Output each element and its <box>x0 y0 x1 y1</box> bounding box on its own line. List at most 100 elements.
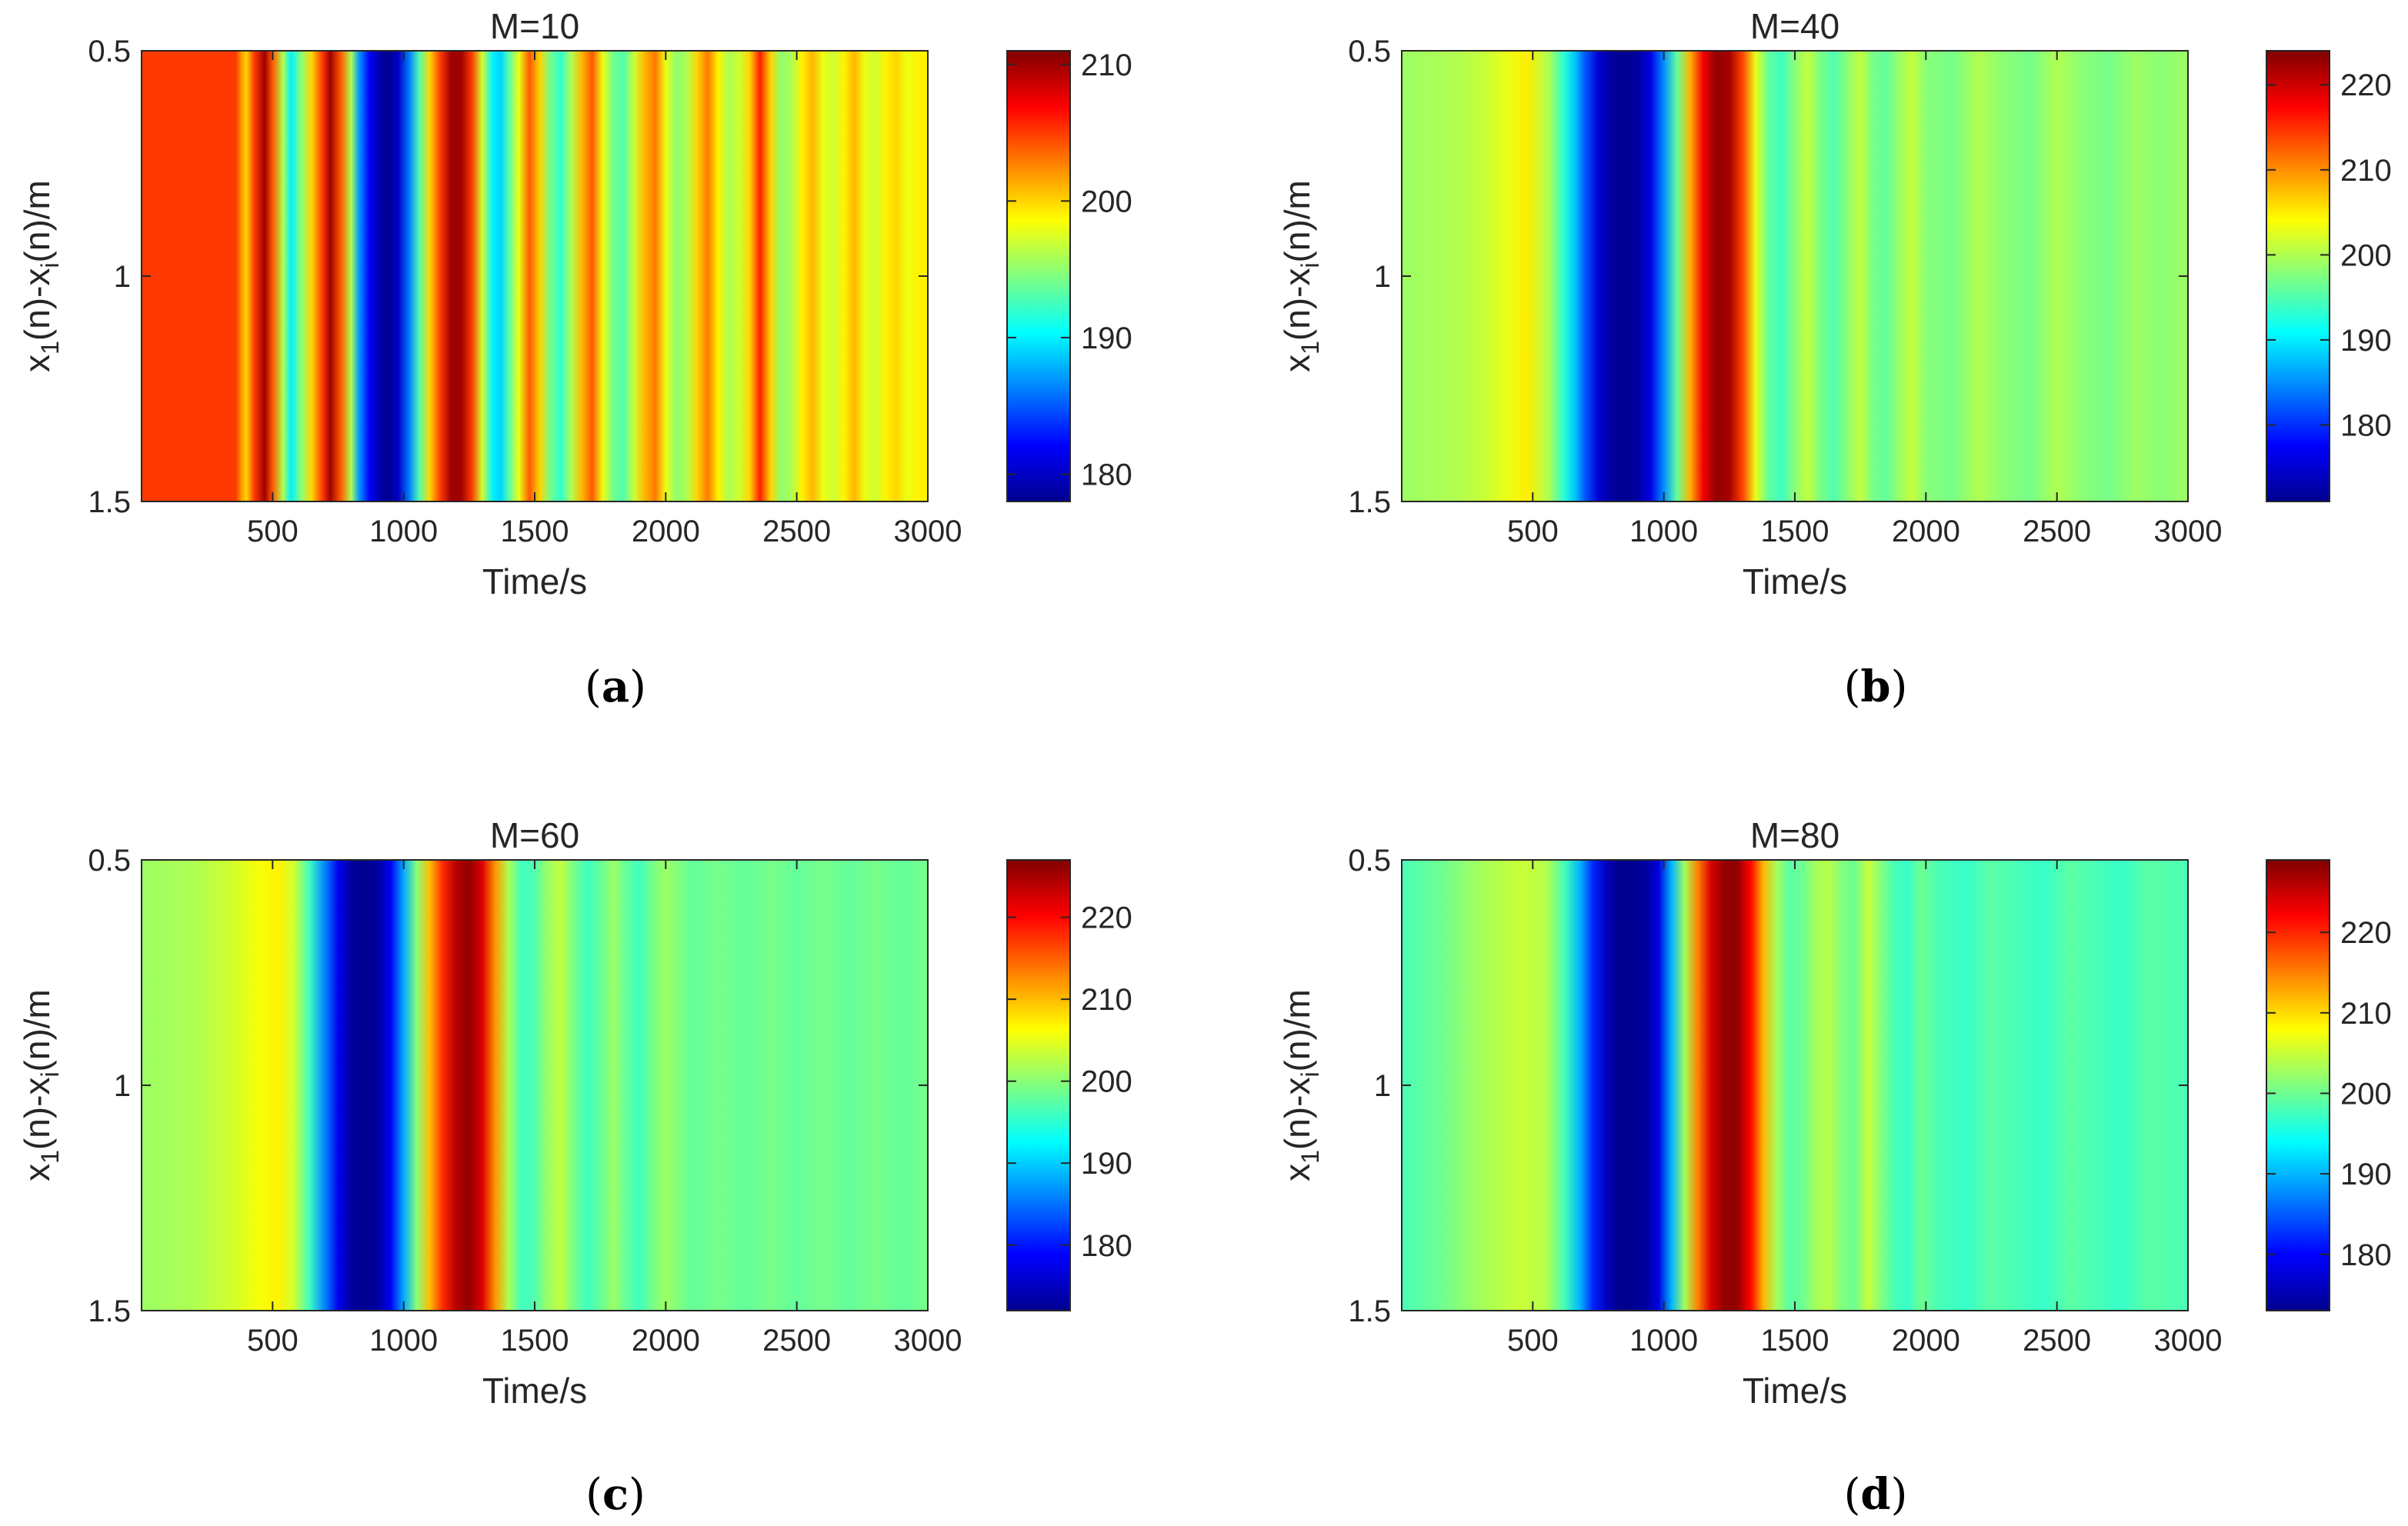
y-axis-label: x1(n)-xi(n)/m <box>1277 989 1324 1181</box>
y-axis-label-part: (n)/m <box>17 180 57 262</box>
y-tick-label: 1.5 <box>1348 485 1391 519</box>
colorbar-tick-label: 210 <box>2340 997 2392 1031</box>
y-tick-label: 1 <box>114 1069 131 1103</box>
y-axis-label-part: (n)-x <box>17 268 57 342</box>
x-axis-label: Time/s <box>1743 1371 1847 1411</box>
x-tick-label: 3000 <box>2154 515 2223 548</box>
y-tick-label: 0.5 <box>1348 35 1391 68</box>
y-axis-label-subscript: 1 <box>1296 1150 1324 1164</box>
y-axis-label-subscript: 1 <box>1296 341 1324 355</box>
heatmap-field <box>142 860 928 1311</box>
x-tick-label: 2000 <box>632 1324 700 1358</box>
y-axis-label-part: (n)-x <box>17 1078 57 1151</box>
x-tick-label: 2500 <box>2023 1324 2091 1358</box>
panel-caption-paren: ( <box>585 662 602 712</box>
chart-panel: 500 1000 1500 2000 2500 3000 0.5 1 1.5 M=40 Time/s… <box>1277 6 2392 712</box>
colorbar-tick-label: 200 <box>1081 1065 1132 1099</box>
y-tick-label: 0.5 <box>88 35 131 68</box>
x-axis-label: Time/s <box>482 561 587 601</box>
panel-caption-paren: ) <box>1891 662 1908 712</box>
panel-caption: (c) <box>585 1469 645 1520</box>
panel-caption-paren: ( <box>585 1470 602 1520</box>
colorbar-tick-label: 210 <box>2340 154 2392 188</box>
y-axis-label-subscript: 1 <box>36 341 64 355</box>
x-tick-label: 3000 <box>894 515 962 548</box>
panel-caption: (a) <box>585 661 646 712</box>
x-tick-label: 3000 <box>2154 1324 2223 1358</box>
colorbar-frame <box>2266 859 2330 1311</box>
y-tick-label: 1 <box>114 260 131 294</box>
colorbar-tick-label: 220 <box>2340 68 2392 102</box>
x-tick-label: 1000 <box>369 515 438 548</box>
colorbar-tick-label: 190 <box>2340 324 2392 358</box>
colorbar-tick-label: 200 <box>2340 1077 2392 1111</box>
panel-caption-letter: c <box>602 1469 629 1520</box>
colorbar <box>1007 51 1070 501</box>
panel-caption-paren: ) <box>629 1470 645 1520</box>
y-axis-label-part: x <box>1277 1164 1317 1181</box>
x-tick-label: 1500 <box>1761 515 1829 548</box>
x-tick-label: 1500 <box>1761 1324 1829 1358</box>
y-axis-label: x1(n)-xi(n)/m <box>1277 180 1324 372</box>
chart-title: M=10 <box>490 6 579 46</box>
colorbar <box>1007 860 1070 1311</box>
x-tick-label: 1000 <box>1629 1324 1698 1358</box>
y-axis-label-subscript: 1 <box>36 1150 64 1164</box>
y-tick-label: 1.5 <box>1348 1294 1391 1328</box>
x-tick-label: 1500 <box>501 515 569 548</box>
colorbar-tick-label: 190 <box>1081 322 1132 355</box>
panel-caption-paren: ( <box>1844 1470 1861 1520</box>
x-axis-label: Time/s <box>1743 561 1847 601</box>
y-axis-label: x1(n)-xi(n)/m <box>17 180 64 372</box>
y-axis-label: x1(n)-xi(n)/m <box>17 989 64 1181</box>
colorbar-tick-label: 180 <box>2340 1238 2392 1272</box>
colorbar-tick-label: 220 <box>1081 901 1132 935</box>
x-tick-label: 1000 <box>1629 515 1698 548</box>
x-tick-label: 500 <box>1507 1324 1559 1358</box>
x-tick-label: 3000 <box>894 1324 962 1358</box>
colorbar-tick-label: 180 <box>1081 458 1132 491</box>
x-tick-label: 500 <box>1507 515 1559 548</box>
y-axis-label-part: (n)-x <box>1277 1078 1317 1151</box>
y-axis-label-subscript: i <box>36 262 64 268</box>
colorbar-tick-label: 210 <box>1081 48 1132 82</box>
panel-caption: (b) <box>1844 661 1908 712</box>
panel-caption-paren: ) <box>1891 1470 1908 1520</box>
colorbar-tick-label: 190 <box>2340 1158 2392 1191</box>
colorbar-tick-label: 180 <box>1081 1229 1132 1263</box>
x-axis-label: Time/s <box>482 1371 587 1411</box>
y-axis-label-part: x <box>17 1164 57 1181</box>
y-tick-label: 0.5 <box>1348 844 1391 878</box>
x-tick-label: 2500 <box>762 515 831 548</box>
x-tick-label: 2000 <box>1892 515 1960 548</box>
panel-caption-paren: ( <box>1844 662 1861 712</box>
y-tick-label: 1.5 <box>88 1294 131 1328</box>
y-axis-label-part: (n)/m <box>1277 180 1317 262</box>
chart-panel: 500 1000 1500 2000 2500 3000 0.5 1 1.5 M=60 Time/s… <box>17 815 1132 1520</box>
colorbar-tick-label: 190 <box>1081 1147 1132 1181</box>
y-tick-label: 1.5 <box>88 485 131 519</box>
colorbar-frame <box>1006 859 1071 1311</box>
x-tick-label: 2500 <box>2023 515 2091 548</box>
colorbar-frame <box>1006 50 1071 502</box>
panel-caption-paren: ) <box>629 662 646 712</box>
x-tick-label: 1000 <box>369 1324 438 1358</box>
y-axis-label-part: x <box>1277 355 1317 372</box>
colorbar-tick-label: 180 <box>2340 408 2392 442</box>
y-axis-label-part: (n)/m <box>17 989 57 1071</box>
y-axis-label-part: x <box>17 355 57 372</box>
panel-caption-letter: b <box>1860 661 1890 712</box>
y-tick-label: 1 <box>1374 1069 1391 1103</box>
y-axis-label-subscript: i <box>1296 1071 1324 1077</box>
x-tick-label: 500 <box>247 515 298 548</box>
panel-caption: (d) <box>1844 1469 1908 1520</box>
y-axis-label-part: (n)/m <box>1277 989 1317 1071</box>
x-tick-label: 2000 <box>632 515 700 548</box>
colorbar-tick-label: 200 <box>2340 238 2392 272</box>
panel-caption-letter: d <box>1860 1469 1890 1520</box>
chart-title: M=40 <box>1750 6 1839 46</box>
y-tick-label: 0.5 <box>88 844 131 878</box>
x-tick-label: 1500 <box>501 1324 569 1358</box>
colorbar-tick-label: 200 <box>1081 185 1132 218</box>
heatmap-field <box>142 51 928 501</box>
